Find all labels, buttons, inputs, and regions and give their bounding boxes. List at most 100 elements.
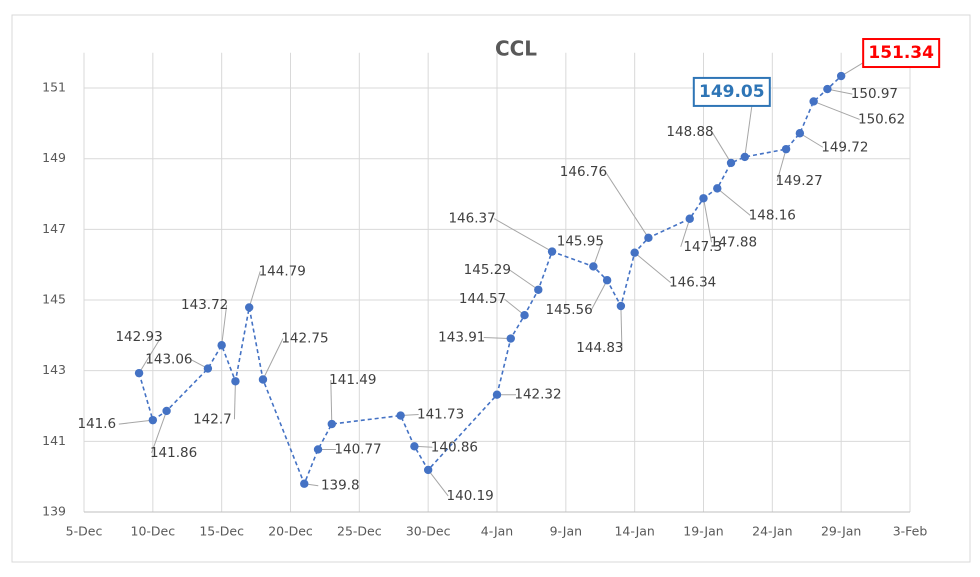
data-label: 142.93: [115, 329, 162, 345]
leader-line: [504, 298, 525, 316]
x-tick-label: 3-Feb: [893, 524, 928, 539]
data-label: 149.05: [699, 82, 765, 102]
y-tick-label: 149: [42, 150, 66, 165]
x-tick-label: 24-Jan: [752, 524, 792, 539]
data-point: [547, 247, 557, 256]
data-point: [781, 144, 791, 154]
data-label: 148.16: [749, 207, 796, 223]
leader-line: [590, 279, 608, 311]
y-tick-label: 151: [42, 80, 66, 95]
label-box: [862, 38, 941, 69]
data-label: 145.95: [557, 233, 604, 249]
x-tick-label: 25-Dec: [337, 524, 382, 539]
x-tick-label: 5-Dec: [66, 524, 103, 539]
data-point: [217, 341, 226, 350]
data-label: 151.34: [868, 43, 934, 63]
leader-line: [799, 132, 824, 148]
leader-line: [509, 269, 539, 291]
chart-title: CCL: [495, 37, 537, 61]
leader-line: [634, 252, 671, 284]
y-tick-label: 141: [42, 433, 66, 448]
data-label: 144.83: [576, 340, 623, 356]
leader-line: [813, 100, 860, 120]
leader-line: [427, 469, 449, 497]
data-point: [506, 334, 515, 343]
data-point: [699, 194, 708, 203]
data-point: [492, 390, 502, 399]
data-label: 150.97: [851, 86, 898, 102]
leader-line: [711, 131, 732, 164]
leader-line: [138, 336, 162, 374]
data-point: [423, 465, 433, 475]
leader-line: [620, 306, 623, 349]
data-point: [713, 184, 722, 193]
data-label: 146.76: [560, 164, 607, 180]
data-point: [245, 303, 254, 312]
data-point: [740, 152, 749, 162]
data-label: 148.88: [666, 124, 713, 140]
data-point: [726, 158, 736, 168]
data-label: 146.34: [669, 275, 716, 291]
data-point: [231, 377, 240, 386]
data-point: [589, 262, 598, 271]
data-point: [836, 71, 846, 81]
x-tick-label: 29-Jan: [821, 524, 861, 539]
leader-line: [493, 218, 553, 253]
data-label: 141.49: [329, 372, 376, 388]
chart-frame: [11, 14, 971, 563]
data-label: 143.72: [181, 297, 228, 313]
data-point: [809, 97, 818, 106]
data-point: [162, 406, 171, 416]
data-label: 150.62: [858, 111, 905, 127]
data-label: 149.27: [775, 173, 822, 189]
data-label: 149.72: [821, 139, 868, 155]
x-tick-label: 9-Jan: [550, 524, 582, 539]
leader-line: [605, 171, 649, 239]
leader-line: [483, 337, 511, 340]
data-point: [203, 364, 213, 373]
data-point: [823, 84, 832, 94]
x-tick-label: 19-Jan: [683, 524, 723, 539]
leader-line: [716, 187, 751, 216]
y-tick-label: 143: [42, 362, 66, 377]
data-label: 143.91: [438, 330, 485, 346]
data-point: [327, 419, 336, 429]
leader-line: [248, 271, 261, 308]
leader-line: [592, 241, 603, 267]
x-tick-label: 30-Dec: [406, 524, 451, 539]
leader-line: [233, 381, 236, 420]
data-point: [134, 368, 144, 378]
data-point: [534, 285, 543, 294]
x-tick-label: 20-Dec: [268, 524, 313, 539]
x-tick-label: 14-Jan: [614, 524, 654, 539]
leader-line: [680, 218, 691, 247]
data-label: 144.79: [259, 263, 306, 279]
data-point: [602, 276, 612, 285]
data-label: 139.8: [321, 478, 360, 494]
data-point: [795, 129, 805, 138]
data-label: 142.32: [514, 387, 561, 403]
leader-line: [330, 380, 333, 425]
data-label: 142.75: [281, 331, 328, 347]
leader-line: [827, 88, 853, 95]
data-label: 140.19: [447, 488, 494, 504]
data-label: 140.77: [334, 441, 381, 457]
data-point: [616, 301, 626, 311]
data-point: [644, 233, 653, 243]
leader-line: [262, 338, 284, 380]
data-point: [300, 479, 309, 488]
data-label: 140.86: [431, 439, 478, 455]
y-tick-label: 139: [42, 504, 66, 519]
data-label: 147.3: [683, 239, 722, 255]
leader-line: [703, 198, 712, 243]
data-label: 145.56: [546, 302, 593, 318]
y-tick-label: 147: [42, 221, 66, 236]
leader-line: [776, 149, 787, 182]
data-line: [138, 75, 842, 486]
x-tick-label: 15-Dec: [199, 524, 244, 539]
data-point: [630, 248, 639, 257]
y-tick-label: 145: [42, 292, 66, 307]
x-tick-label: 4-Jan: [481, 524, 513, 539]
x-tick-label: 10-Dec: [131, 524, 176, 539]
